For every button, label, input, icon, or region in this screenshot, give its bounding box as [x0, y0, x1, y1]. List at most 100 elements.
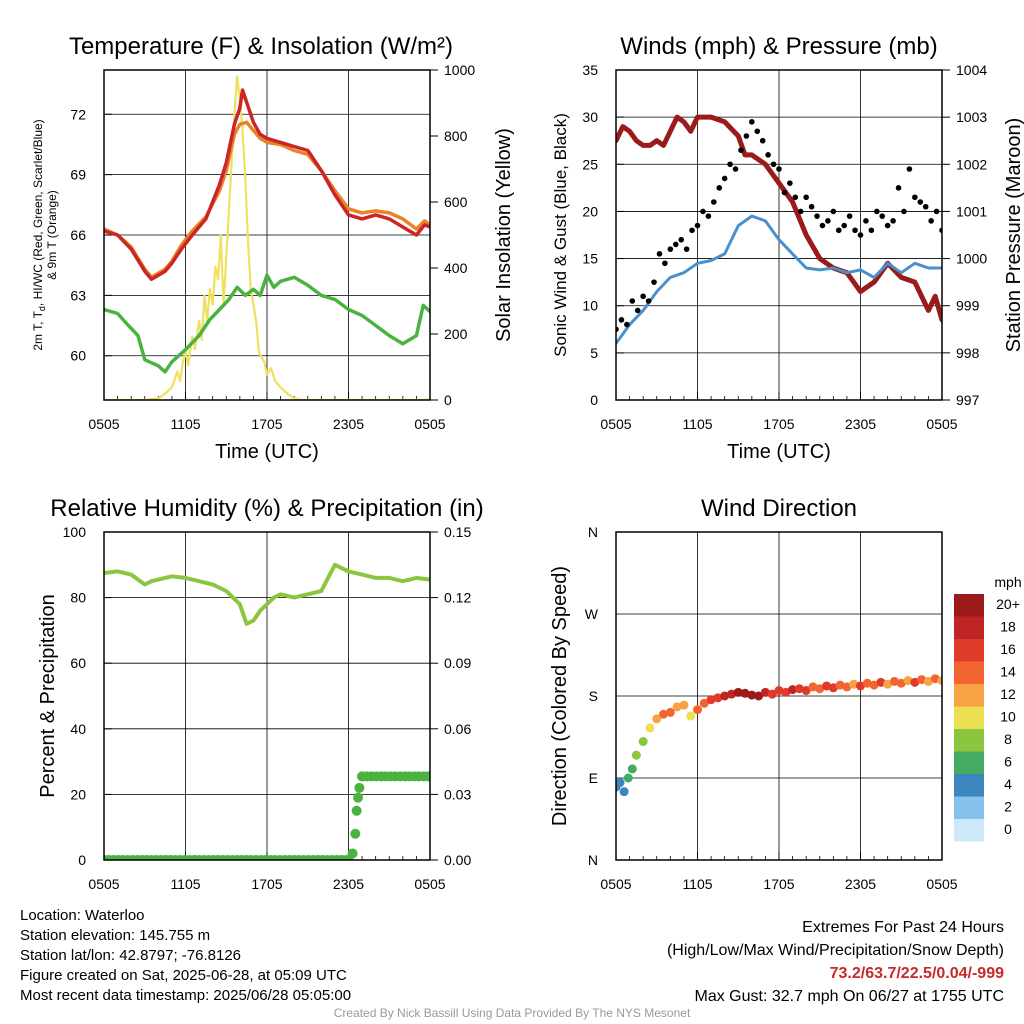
- dir-legend-label: 16: [1000, 641, 1016, 657]
- temp-frame: [103, 69, 431, 401]
- dir-point: [665, 707, 675, 717]
- temp-xtick-label: 0505: [88, 416, 119, 432]
- temp-ylabel-part: 2m T, T: [31, 310, 45, 350]
- wind-y2tick-label: 998: [956, 345, 980, 361]
- wind-point: [624, 321, 630, 328]
- extremes-subtitle: (High/Low/Max Wind/Precipitation/Snow De…: [666, 942, 1004, 959]
- wind-point: [689, 227, 695, 234]
- dir-point: [937, 676, 942, 686]
- wind-xtick-label: 2305: [845, 416, 876, 432]
- temp-xtick-label: 1705: [251, 416, 282, 432]
- wind-point: [917, 199, 924, 205]
- dir-ytick-label: S: [589, 688, 598, 704]
- temp-series-line: [104, 273, 430, 374]
- temp-xlabel: Time (UTC): [215, 441, 319, 463]
- latlon-text: Station lat/lon: 42.8797; -76.8126: [20, 947, 242, 964]
- wind-point: [884, 222, 891, 229]
- dir-legend-label: 2: [1004, 799, 1012, 815]
- rh-ytick-label: 100: [63, 524, 87, 540]
- wind-y2label: Station Pressure (Maroon): [1003, 118, 1024, 353]
- dir-point: [801, 686, 811, 696]
- wind-y2tick-label: 999: [956, 298, 980, 314]
- wind-point: [912, 194, 918, 201]
- wind-frame: [615, 69, 943, 401]
- wind-ytick-label: 0: [590, 392, 598, 408]
- wind-point: [716, 185, 723, 191]
- dir-point: [869, 680, 879, 690]
- dir-point: [794, 684, 804, 694]
- rh-point: [423, 771, 430, 782]
- wind-point: [841, 222, 847, 229]
- dir-point: [686, 711, 696, 721]
- dir-point: [767, 689, 777, 699]
- dir-legend-swatch: [954, 729, 984, 752]
- dir-legend-swatch: [954, 616, 984, 639]
- wind-point: [868, 227, 875, 234]
- rh-frame: [103, 531, 431, 861]
- wind-y2tick-label: 1001: [956, 203, 987, 219]
- dir-point: [788, 685, 798, 695]
- dir-legend-label: 20+: [996, 596, 1020, 612]
- temp-y2tick-label: 1000: [444, 62, 475, 78]
- wind-point: [787, 180, 793, 186]
- dir-point: [623, 773, 633, 783]
- dir-point: [627, 764, 637, 774]
- temp-chart: Temperature (F) & Insolation (W/m²) 0505 1…: [31, 33, 515, 463]
- wind-y2tick-label: 1004: [956, 62, 987, 78]
- wind-series-line: [616, 114, 942, 323]
- dir-point: [679, 700, 689, 710]
- dir-point: [889, 676, 899, 686]
- wind-point: [743, 133, 750, 139]
- dir-point: [896, 678, 906, 688]
- temp-ytick-label: 63: [70, 287, 86, 303]
- max-gust-text: Max Gust: 32.7 mph On 06/27 at 1755 UTC: [694, 988, 1005, 1005]
- dir-legend-swatch: [954, 819, 984, 842]
- wind-point: [830, 208, 837, 215]
- wind-point: [852, 227, 858, 234]
- wind-point: [683, 246, 690, 252]
- dir-point: [760, 687, 770, 697]
- wind-y2tick-label: 997: [956, 392, 980, 408]
- dir-xtick-label: 1105: [682, 876, 712, 892]
- rh-ytick-label: 20: [70, 786, 86, 802]
- wind-point: [890, 218, 896, 224]
- dir-legend-label: 8: [1004, 731, 1012, 747]
- wind-ytick-label: 15: [582, 251, 598, 267]
- extremes-values: 73.2/63.7/22.5/0.04/-999: [829, 965, 1004, 982]
- wind-series-line: [616, 214, 942, 345]
- dir-point: [930, 674, 940, 684]
- wind-y2tick-label: 1003: [956, 109, 987, 125]
- wind-y2tick-label: 1002: [956, 156, 987, 172]
- wind-point: [656, 251, 663, 257]
- dir-point: [849, 679, 859, 689]
- dir-point: [754, 691, 764, 701]
- dir-point: [835, 680, 845, 690]
- dir-frame: [615, 531, 943, 861]
- dir-ylabel: Direction (Colored By Speed): [549, 566, 571, 826]
- wind-point: [922, 203, 929, 210]
- wind-point: [727, 161, 733, 168]
- wind-point: [874, 208, 880, 215]
- location-text: Location: Waterloo: [20, 907, 145, 924]
- elevation-text: Station elevation: 145.755 m: [20, 927, 211, 944]
- dir-legend-swatch: [954, 594, 984, 617]
- rh-xtick-label: 0505: [414, 876, 445, 892]
- dir-point: [706, 695, 716, 705]
- dir-point: [876, 677, 886, 687]
- wind-point: [770, 161, 777, 168]
- rh-y2tick-label: 0.00: [444, 852, 471, 868]
- dir-legend-swatch: [954, 751, 984, 774]
- dir-legend-swatch: [954, 684, 984, 707]
- dir-point: [774, 686, 784, 696]
- recent-text: Most recent data timestamp: 2025/06/28 0…: [20, 987, 352, 1004]
- dir-point: [659, 709, 669, 719]
- dir-point: [903, 676, 913, 686]
- dir-data: [616, 674, 942, 797]
- rh-point: [351, 805, 362, 816]
- dir-xtick-label: 0505: [600, 876, 631, 892]
- wind-point: [711, 199, 717, 205]
- dir-point: [815, 684, 825, 694]
- dir-point: [747, 690, 757, 700]
- dir-legend-label: 12: [1000, 686, 1016, 702]
- wind-point: [672, 241, 679, 248]
